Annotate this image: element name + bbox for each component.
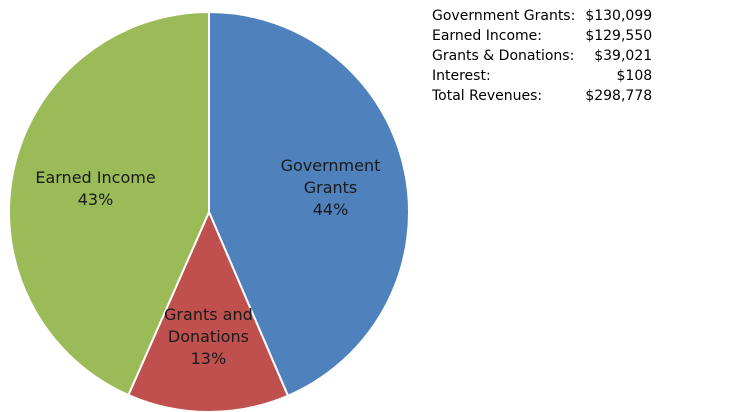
summary-row: Grants & Donations: $39,021	[432, 46, 652, 66]
summary-row: Earned Income: $129,550	[432, 26, 652, 46]
summary-label: Grants & Donations:	[432, 48, 575, 64]
pie-slice	[208, 10, 411, 398]
pie-slice-name: Grants	[304, 178, 358, 197]
summary-value: $130,099	[585, 8, 653, 24]
summary-value: $39,021	[594, 48, 653, 64]
summary-row: Total Revenues: $298,778	[432, 86, 652, 106]
summary-label: Total Revenues:	[432, 88, 543, 104]
summary-value: $298,778	[585, 88, 653, 104]
pie-slice	[7, 10, 210, 397]
pie-slice-label: Grants and Donations 13%	[164, 305, 253, 368]
pie-slice-name: Earned Income	[35, 168, 155, 187]
summary-label: Interest:	[432, 68, 491, 84]
pie-slice-percent: 13%	[191, 349, 227, 368]
pie-slice-percent: 44%	[313, 200, 349, 219]
pie-slices	[7, 10, 411, 412]
revenue-summary-table: Government Grants: $130,099 Earned Incom…	[432, 6, 652, 106]
summary-label: Government Grants:	[432, 8, 576, 24]
summary-label: Earned Income:	[432, 28, 542, 44]
summary-value: $129,550	[585, 28, 653, 44]
summary-value: $108	[616, 68, 653, 84]
pie-slice-name: Donations	[168, 327, 249, 346]
pie-slice-percent: 43%	[78, 190, 114, 209]
pie-labels: Government Grants 44% Grants and Donations 13…	[35, 156, 380, 368]
summary-row: Government Grants: $130,099	[432, 6, 652, 26]
summary-row: Interest: $108	[432, 66, 652, 86]
pie-slice	[127, 209, 290, 412]
pie-slice-name: Government	[281, 156, 381, 175]
pie-slice-label: Earned Income 43%	[35, 168, 155, 209]
pie-slice-name: Grants and	[164, 305, 253, 324]
pie-slice-label: Government Grants 44%	[281, 156, 381, 219]
